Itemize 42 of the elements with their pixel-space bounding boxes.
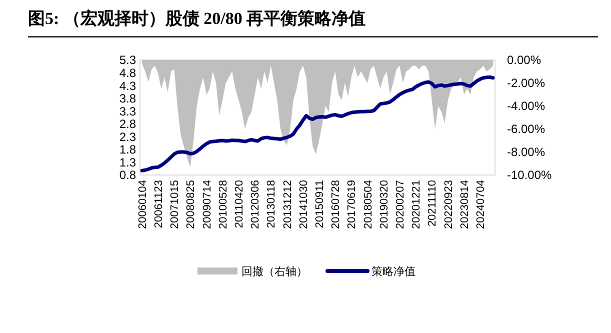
x-tick-label: 20060104 xyxy=(136,180,149,229)
x-tick-label: 20240704 xyxy=(474,180,487,229)
x-tick-label: 20120306 xyxy=(250,180,262,229)
legend-label: 回撤（右轴） xyxy=(242,264,308,278)
x-tick-label: 20071015 xyxy=(169,180,182,229)
y2-tick-label: -6.00% xyxy=(507,122,546,136)
x-tick-label: 20211110 xyxy=(426,180,439,226)
y2-tick-label: 0.00% xyxy=(507,53,542,68)
x-tick-label: 20230814 xyxy=(458,180,471,229)
y2-tick-label: -2.00% xyxy=(507,76,546,90)
x-tick-label: 20131212 xyxy=(282,180,294,229)
x-tick-label: 20090714 xyxy=(201,180,214,229)
y-tick-label: 5.3 xyxy=(119,53,136,68)
x-tick-label: 20150911 xyxy=(314,180,326,228)
y2-tick-label: -8.00% xyxy=(507,145,546,160)
y2-tick-label: -4.00% xyxy=(507,99,546,114)
y2-tick-label: -10.00% xyxy=(507,168,552,182)
legend-label: 策略净值 xyxy=(372,264,416,278)
x-tick-label: 20080825 xyxy=(185,180,198,229)
x-tick-label: 20220923 xyxy=(442,180,455,229)
y-tick-label: 0.8 xyxy=(119,168,136,182)
y-tick-label: 3.8 xyxy=(119,92,136,106)
x-tick-label: 20160728 xyxy=(330,180,342,229)
y-tick-label: 4.3 xyxy=(119,78,136,93)
y-tick-label: 2.3 xyxy=(119,130,136,144)
x-tick-label: 20170619 xyxy=(346,180,358,229)
y-tick-label: 2.8 xyxy=(119,117,136,132)
x-tick-label: 20141030 xyxy=(298,180,310,229)
x-tick-label: 20100528 xyxy=(217,180,230,229)
chart-title: 图5: （宏观择时）股债 20/80 再平衡策略净值 xyxy=(28,9,366,28)
x-tick-label: 20061123 xyxy=(152,180,165,228)
y-tick-label: 1.8 xyxy=(119,142,136,157)
y-tick-label: 4.8 xyxy=(119,66,136,80)
y-tick-label: 1.3 xyxy=(119,155,136,170)
x-tick-label: 20201221 xyxy=(410,180,423,229)
x-tick-label: 20180504 xyxy=(362,180,374,229)
x-tick-label: 20200207 xyxy=(394,180,406,229)
y-tick-label: 3.3 xyxy=(119,104,136,118)
line-series xyxy=(140,75,495,172)
x-tick-label: 20190320 xyxy=(378,180,390,229)
x-tick-label: 20110420 xyxy=(233,180,246,228)
x-tick-label: 20130118 xyxy=(266,180,278,228)
